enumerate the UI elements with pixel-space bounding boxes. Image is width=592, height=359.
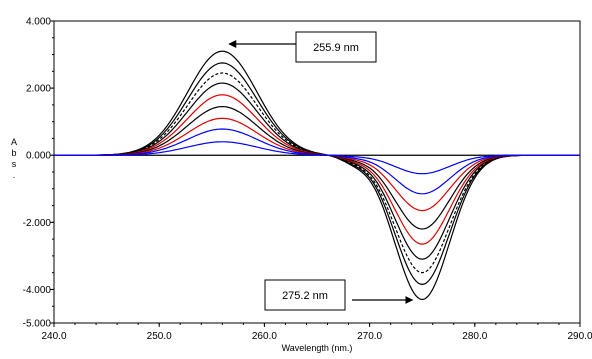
- series-group: [54, 50, 580, 301]
- series-line-9: [54, 141, 580, 175]
- y-tick-label: -2.000: [23, 218, 52, 229]
- annotation-2: 275.2 nm: [264, 279, 414, 311]
- y-tick-label: -5.000: [23, 319, 52, 330]
- annotation-label: 275.2 nm: [282, 290, 328, 302]
- x-tick-label: 260.0: [252, 331, 277, 342]
- annotation-label: 255.9 nm: [313, 42, 359, 54]
- y-axis: 4.000 2.000 0.000 -2.000 -4.000 -5.000: [23, 17, 54, 330]
- x-tick-label: 280.0: [462, 331, 487, 342]
- y-tick-label: 0.000: [26, 151, 51, 162]
- x-tick-label: 240.0: [41, 331, 66, 342]
- x-tick-label: 290.0: [567, 331, 592, 342]
- annotations: 255.9 nm 275.2 nm: [228, 31, 414, 311]
- x-axis: 240.0 250.0 260.0 270.0 280.0 290.0: [41, 323, 592, 342]
- x-axis-title: Wavelength (nm.): [282, 343, 353, 353]
- x-tick-label: 270.0: [357, 331, 382, 342]
- y-tick-label: -4.000: [23, 285, 52, 296]
- annotation-box: [264, 279, 346, 311]
- annotation-box: [295, 31, 377, 63]
- y-tick-label: 4.000: [26, 17, 51, 28]
- y-tick-label: 2.000: [26, 84, 51, 95]
- plot-frame: [53, 20, 581, 324]
- annotation-1: 255.9 nm: [228, 31, 377, 63]
- x-tick-label: 250.0: [147, 331, 172, 342]
